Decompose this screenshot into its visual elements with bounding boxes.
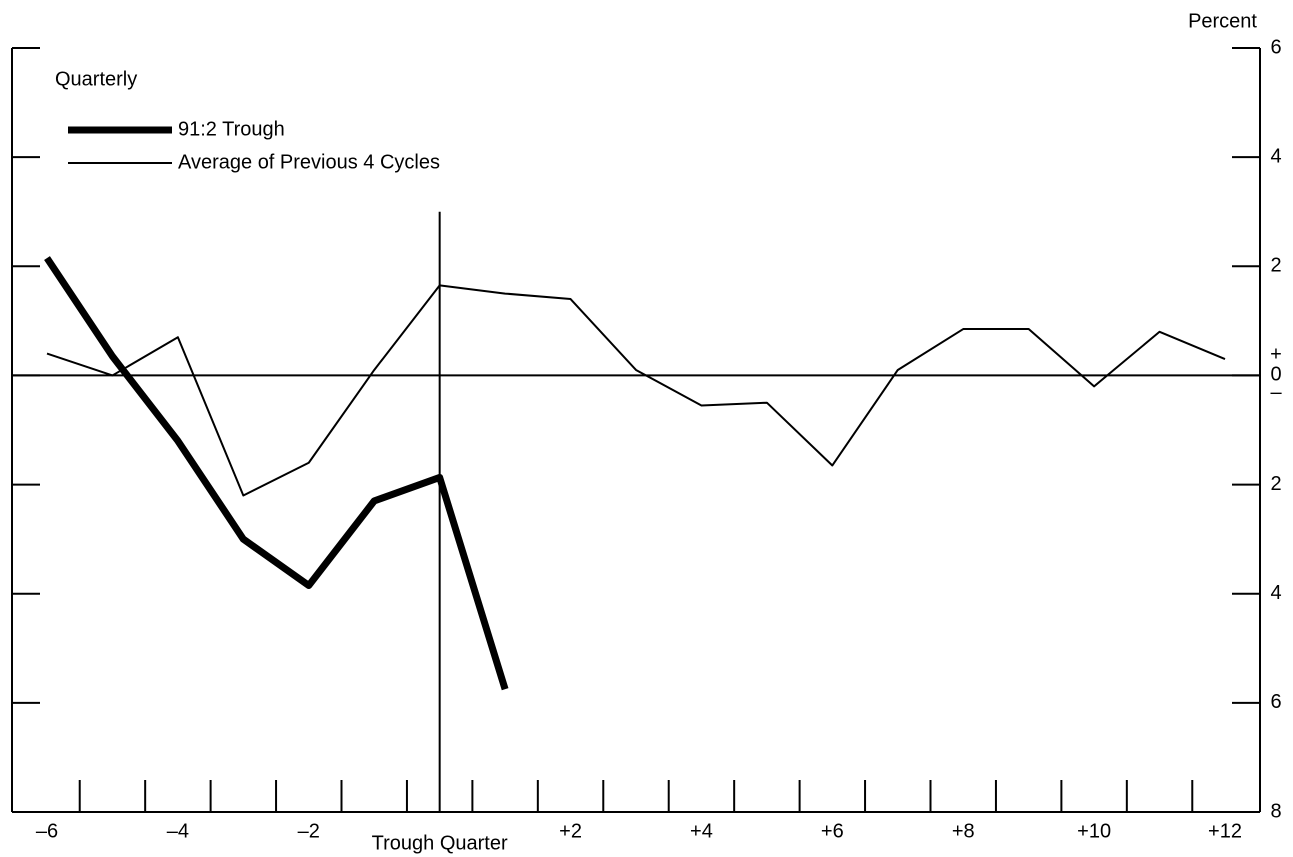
x-tick-label: +10: [1077, 820, 1111, 842]
x-tick-label: –6: [36, 820, 58, 842]
series-line: [46, 284, 1226, 497]
frequency-label: Quarterly: [55, 68, 137, 90]
x-tick-label: +6: [821, 820, 844, 842]
minus-sign: –: [1270, 382, 1282, 404]
x-tick-label: –2: [298, 820, 320, 842]
x-tick-label: Trough Quarter: [372, 832, 508, 854]
y-tick-label: 8: [1270, 800, 1281, 822]
y-tick-label: 2: [1270, 473, 1281, 495]
x-tick-label: +4: [690, 820, 713, 842]
y-tick-label: 2: [1270, 255, 1281, 277]
y-tick-label: 4: [1270, 145, 1281, 167]
y-tick-label: 6: [1270, 36, 1281, 58]
legend-label: 91:2 Trough: [178, 118, 285, 140]
y-tick-label: 4: [1270, 582, 1281, 604]
series-line: [44, 256, 509, 691]
plus-sign: +: [1270, 344, 1282, 366]
x-tick-label: +12: [1208, 820, 1242, 842]
x-tick-label: +8: [952, 820, 975, 842]
legend-label: Average of Previous 4 Cycles: [178, 151, 440, 173]
y-tick-label: 6: [1270, 691, 1281, 713]
x-tick-label: +2: [559, 820, 582, 842]
x-tick-label: –4: [167, 820, 189, 842]
unit-label: Percent: [1188, 10, 1257, 32]
y-tick-label: 0: [1270, 364, 1281, 386]
